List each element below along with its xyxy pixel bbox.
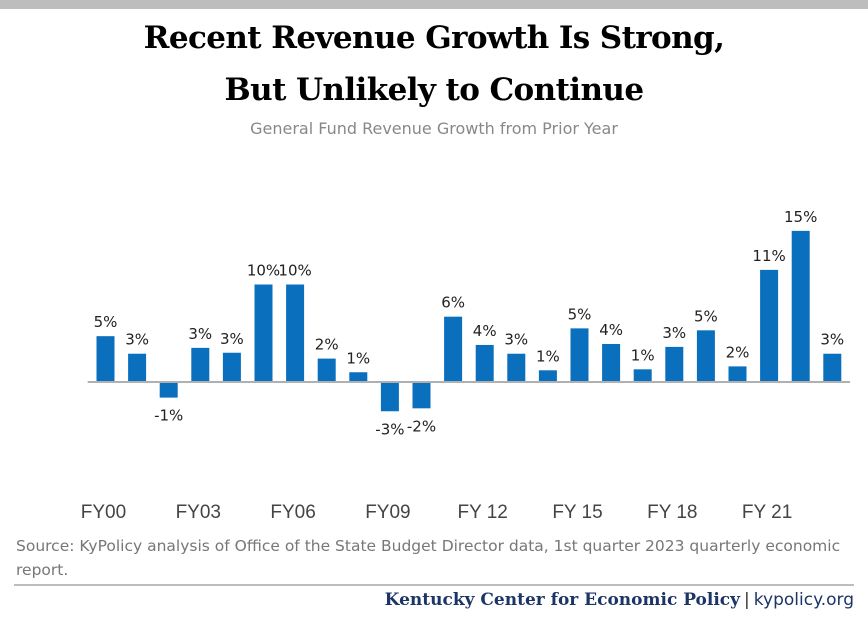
bar-17 — [602, 343, 621, 382]
data-label-14: 3% — [504, 331, 528, 349]
bar-14 — [507, 353, 526, 382]
x-tick-label-1: FY00 — [81, 502, 126, 523]
data-label-3: -1% — [154, 407, 183, 425]
x-tick-label-8: FY 21 — [742, 502, 792, 523]
chart-title-line-1: Recent Revenue Growth Is Strong, — [143, 20, 725, 56]
data-label-10: -3% — [375, 420, 404, 438]
footer-separator: | — [744, 590, 750, 610]
bar-24 — [823, 353, 842, 382]
data-label-20: 5% — [694, 307, 718, 325]
data-label-2: 3% — [125, 331, 149, 349]
bar-3 — [159, 382, 178, 398]
bar-6 — [254, 284, 273, 382]
bar-15 — [538, 370, 557, 382]
chart-subtitle: General Fund Revenue Growth from Prior Y… — [250, 119, 618, 138]
bar-2 — [128, 353, 147, 382]
bar-13 — [475, 344, 494, 382]
data-label-4: 3% — [188, 325, 212, 343]
top-accent-bar — [0, 0, 868, 9]
bar-19 — [665, 346, 684, 382]
data-label-12: 6% — [441, 294, 465, 312]
bar-8 — [317, 358, 336, 382]
source-note: Source: KyPolicy analysis of Office of t… — [16, 537, 841, 579]
data-label-19: 3% — [662, 324, 686, 342]
bar-20 — [696, 330, 715, 382]
data-label-1: 5% — [94, 313, 118, 331]
chart-title-line-2: But Unlikely to Continue — [224, 72, 645, 108]
bar-18 — [633, 369, 652, 382]
data-label-24: 3% — [820, 331, 844, 349]
x-tick-label-7: FY 18 — [647, 502, 697, 523]
bar-23 — [791, 230, 810, 382]
footer-credit: Kentucky Center for Economic Policy | kypo… — [385, 590, 854, 610]
data-label-11: -2% — [407, 417, 436, 435]
data-label-5: 3% — [220, 330, 244, 348]
bar-12 — [444, 316, 463, 382]
bar-11 — [412, 382, 431, 409]
x-tick-label-5: FY 12 — [458, 502, 508, 523]
data-label-9: 1% — [346, 349, 370, 367]
bar-16 — [570, 328, 589, 382]
bar-9 — [349, 372, 368, 382]
data-label-23: 15% — [784, 208, 817, 226]
x-tick-label-3: FY06 — [270, 502, 315, 523]
data-label-7: 10% — [278, 262, 311, 280]
bar-4 — [191, 347, 210, 382]
bar-5 — [222, 352, 241, 382]
data-label-13: 4% — [473, 322, 497, 340]
x-tick-label-6: FY 15 — [552, 502, 602, 523]
bar-chart: 5% 3% -1% 3% 3% 10%10% 2% 1% -3% -2% 6% 4% 3% 1% 5% 4% 1… — [81, 208, 851, 523]
data-label-15: 1% — [536, 347, 560, 365]
bar-7 — [286, 284, 305, 382]
bar-10 — [380, 382, 399, 412]
data-label-22: 11% — [752, 247, 785, 265]
footer-url[interactable]: kypolicy.org — [753, 590, 854, 610]
data-label-18: 1% — [631, 346, 655, 364]
x-tick-label-4: FY09 — [365, 502, 410, 523]
bar-21 — [728, 366, 747, 382]
footer-rule — [14, 584, 854, 586]
x-tick-label-2: FY03 — [176, 502, 221, 523]
data-label-8: 2% — [315, 336, 339, 354]
data-label-6: 10% — [247, 262, 280, 280]
bar-1 — [96, 336, 115, 382]
bar-22 — [760, 269, 779, 382]
data-label-16: 5% — [568, 305, 592, 323]
data-label-21: 2% — [726, 343, 750, 361]
footer-org-name: Kentucky Center for Economic Policy — [384, 590, 741, 610]
data-label-17: 4% — [599, 321, 623, 339]
